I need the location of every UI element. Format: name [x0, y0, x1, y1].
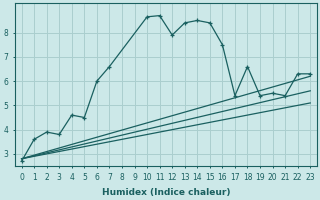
- X-axis label: Humidex (Indice chaleur): Humidex (Indice chaleur): [102, 188, 230, 197]
